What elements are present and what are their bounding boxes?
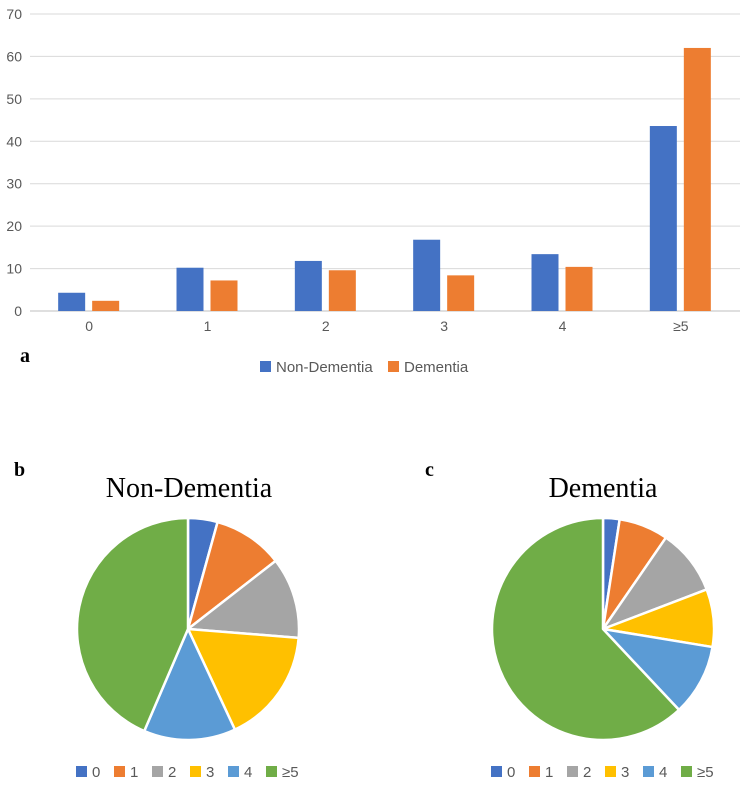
y-tick-label: 40: [6, 133, 22, 149]
bar-dementia-ge5: [683, 47, 711, 311]
x-tick-label: 0: [85, 318, 93, 334]
legend-label-0: 0: [507, 764, 515, 781]
bar-dementia-1: [210, 280, 238, 311]
y-tick-label: 50: [6, 91, 22, 107]
legend-label-dementia: Dementia: [404, 359, 469, 376]
bar-dementia-3: [447, 275, 475, 311]
bar-chart: 0 10 20 30 40 50 60 70 0 1 2 3 4 ≥5: [6, 6, 740, 334]
x-tick-label: 4: [559, 318, 567, 334]
legend-label-1: 1: [545, 764, 553, 781]
legend-label-2: 2: [168, 764, 176, 781]
legend-swatch-dementia: [388, 361, 399, 372]
pie-slice-4: [601, 627, 714, 712]
legend-swatch-4: [643, 766, 654, 777]
pie-slice-ge5: [75, 516, 190, 733]
legend-swatch-non-dementia: [260, 361, 271, 372]
panel-label-b: b: [14, 459, 25, 481]
bar-non-dementia-2: [294, 260, 322, 311]
legend-swatch-1: [529, 766, 540, 777]
legend-swatch-2: [567, 766, 578, 777]
legend-swatch-1: [114, 766, 125, 777]
legend-swatch-0: [76, 766, 87, 777]
pie-non-dementia-legend: 0 1 2 3 4 ≥5: [76, 764, 299, 781]
legend-label-ge5: ≥5: [282, 764, 299, 781]
x-tick-label: ≥5: [673, 318, 689, 334]
x-tick-label: 2: [322, 318, 330, 334]
x-tick-label: 1: [204, 318, 212, 334]
pie-slice-4: [143, 627, 237, 742]
legend-swatch-0: [491, 766, 502, 777]
y-tick-label: 30: [6, 176, 22, 192]
legend-swatch-ge5: [266, 766, 277, 777]
legend-swatch-3: [190, 766, 201, 777]
pie-slice-3: [186, 627, 300, 731]
legend-swatch-2: [152, 766, 163, 777]
bar-non-dementia-4: [531, 254, 559, 311]
pie-slice-1: [186, 520, 277, 631]
pie-non-dementia: [75, 516, 301, 742]
pie-dementia-legend: 0 1 2 3 4 ≥5: [491, 764, 714, 781]
pie-slice-2: [186, 559, 301, 640]
bar-legend: Non-Dementia Dementia: [260, 359, 469, 376]
y-tick-label: 0: [14, 303, 22, 319]
legend-label-3: 3: [206, 764, 214, 781]
bar-dementia-2: [328, 270, 356, 311]
legend-label-3: 3: [621, 764, 629, 781]
bar-dementia-0: [92, 300, 120, 311]
y-tick-label: 70: [6, 6, 22, 22]
legend-label-4: 4: [659, 764, 667, 781]
pie-title-dementia: Dementia: [549, 473, 658, 504]
y-tick-label: 20: [6, 218, 22, 234]
legend-swatch-3: [605, 766, 616, 777]
legend-label-2: 2: [583, 764, 591, 781]
pie-dementia: [490, 516, 716, 742]
legend-label-0: 0: [92, 764, 100, 781]
pie-slice-ge5: [490, 516, 681, 742]
panel-label-a: a: [20, 345, 30, 367]
panel-label-c: c: [425, 459, 434, 481]
legend-label-1: 1: [130, 764, 138, 781]
y-tick-label: 60: [6, 48, 22, 64]
y-tick-label: 10: [6, 261, 22, 277]
bar-non-dementia-1: [176, 267, 204, 311]
x-tick-label: 3: [440, 318, 448, 334]
bar-non-dementia-0: [58, 292, 86, 311]
legend-label-non-dementia: Non-Dementia: [276, 359, 373, 376]
legend-swatch-ge5: [681, 766, 692, 777]
bar-non-dementia-ge5: [649, 126, 677, 311]
bar-non-dementia-3: [413, 239, 441, 311]
pie-title-non-dementia: Non-Dementia: [106, 473, 273, 504]
legend-label-ge5: ≥5: [697, 764, 714, 781]
legend-swatch-4: [228, 766, 239, 777]
bar-dementia-4: [565, 266, 593, 311]
legend-label-4: 4: [244, 764, 252, 781]
